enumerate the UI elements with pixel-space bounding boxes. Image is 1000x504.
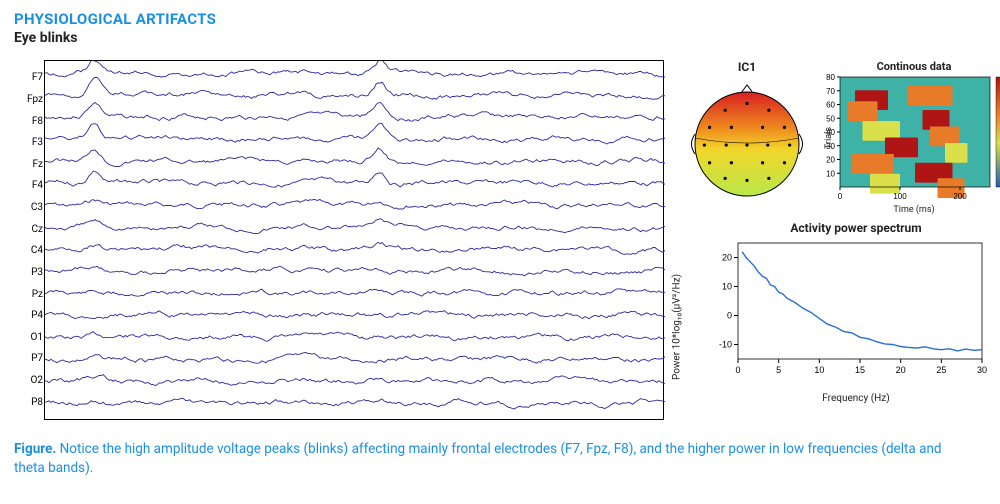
erpimage-ylabel: Trials	[824, 126, 834, 148]
svg-text:0: 0	[735, 365, 740, 375]
svg-text:80: 80	[826, 73, 835, 82]
svg-text:20: 20	[722, 253, 732, 263]
erpimage-title: Continous data	[824, 60, 1000, 73]
svg-text:20: 20	[896, 365, 906, 375]
topomap-panel: IC1	[682, 60, 812, 208]
figure-row: F7FpzF8F3FzF4C3CzC4P3PzP4O1P7O2P8 IC1 Co…	[14, 60, 986, 420]
section-heading: PHYSIOLOGICAL ARTIFACTS	[14, 10, 986, 28]
ica-column: IC1 Continous data Trials 10203040506070…	[682, 60, 1000, 404]
eeg-plot	[45, 61, 665, 421]
caption-body: Notice the high amplitude voltage peaks …	[14, 441, 942, 476]
svg-text:10: 10	[722, 282, 732, 292]
svg-text:-10: -10	[719, 340, 732, 350]
svg-text:70: 70	[826, 87, 835, 96]
erpimage: 1020304050607080010020017.18.6-8.6-17.1	[824, 73, 1000, 203]
spectrum-title: Activity power spectrum	[708, 221, 1000, 235]
section-subheading: Eye blinks	[14, 30, 986, 46]
svg-text:0: 0	[727, 311, 732, 321]
svg-text:25: 25	[936, 365, 946, 375]
eeg-panel: F7FpzF8F3FzF4C3CzC4P3PzP4O1P7O2P8	[44, 60, 664, 420]
spectrum-xlabel: Frequency (Hz)	[708, 393, 1000, 404]
svg-text:30: 30	[977, 365, 987, 375]
spectrum-ylabel: Power 10*log₁₀(μV²/Hz)	[672, 274, 683, 380]
erpimage-xlabel: Time (ms)	[824, 205, 1000, 215]
eeg-channel-labels: F7FpzF8F3FzF4C3CzC4P3PzP4O1P7O2P8	[15, 61, 43, 419]
figure-caption: Figure. Notice the high amplitude voltag…	[14, 440, 954, 478]
svg-text:5: 5	[776, 365, 781, 375]
caption-lead: Figure.	[14, 441, 56, 457]
svg-text:15: 15	[855, 365, 865, 375]
erpimage-panel: Continous data Trials 102030405060708001…	[824, 60, 1000, 215]
svg-text:60: 60	[826, 101, 835, 110]
spectrum-plot: 0 5 10 15 20 25 30 -10 0 10 20	[708, 237, 998, 387]
svg-text:10: 10	[826, 169, 835, 178]
topomap-title: IC1	[682, 60, 812, 74]
spectrum-panel: Activity power spectrum Power 10*log₁₀(μ…	[682, 221, 1000, 404]
svg-text:10: 10	[814, 365, 824, 375]
topomap	[682, 74, 812, 204]
svg-text:50: 50	[826, 114, 835, 123]
svg-text:200: 200	[953, 192, 967, 201]
svg-text:0: 0	[838, 192, 843, 201]
svg-text:20: 20	[826, 156, 835, 165]
svg-text:100: 100	[893, 192, 907, 201]
